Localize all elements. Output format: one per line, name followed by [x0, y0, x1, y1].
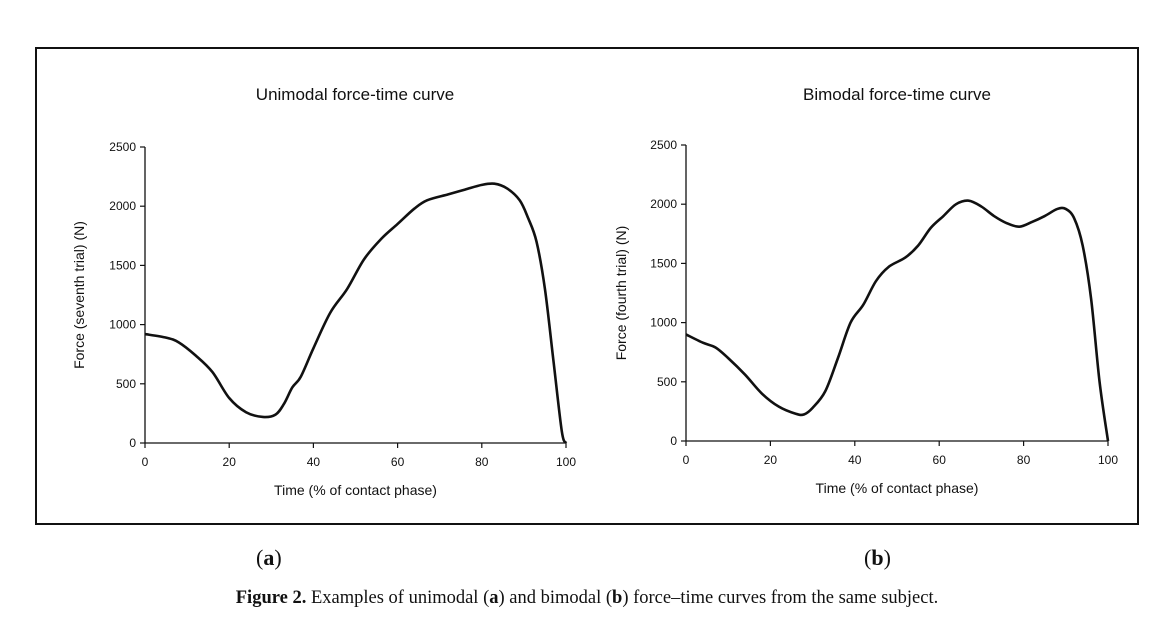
y-tick-label: 1000 [109, 318, 136, 332]
y-tick-label: 500 [116, 377, 136, 391]
y-tick-label: 1500 [109, 258, 136, 272]
chart-bimodal: Bimodal force-time curve0500100015002000… [613, 85, 1118, 496]
y-tick-label: 500 [657, 375, 677, 389]
x-tick-label: 100 [1098, 453, 1118, 467]
x-tick-label: 100 [556, 455, 576, 469]
figure-caption: Figure 2. Examples of unimodal (a) and b… [235, 588, 939, 608]
y-tick-label: 0 [129, 436, 136, 450]
panel-label-a: (a) [256, 545, 282, 570]
x-tick-label: 20 [223, 455, 237, 469]
x-axis-label: Time (% of contact phase) [274, 482, 437, 498]
x-tick-label: 40 [848, 453, 862, 467]
y-tick-label: 2000 [109, 199, 136, 213]
y-tick-label: 1000 [650, 316, 677, 330]
y-axis-label: Force (seventh trial) (N) [71, 221, 87, 369]
y-axis-label: Force (fourth trial) (N) [613, 226, 629, 361]
x-tick-label: 20 [764, 453, 778, 467]
y-tick-label: 2000 [650, 197, 677, 211]
x-tick-label: 0 [683, 453, 690, 467]
x-axis-label: Time (% of contact phase) [816, 480, 979, 496]
y-tick-label: 2500 [109, 140, 136, 154]
x-tick-label: 60 [391, 455, 405, 469]
chart-unimodal: Unimodal force-time curve050010001500200… [71, 85, 576, 498]
force-curve [144, 182, 568, 444]
figure-frame [35, 47, 1139, 525]
y-tick-label: 0 [670, 434, 677, 448]
force-curve [685, 199, 1110, 442]
x-tick-label: 40 [307, 455, 321, 469]
x-tick-label: 80 [1017, 453, 1031, 467]
chart-title: Bimodal force-time curve [803, 85, 991, 104]
panel-label-b: (b) [864, 545, 891, 570]
y-tick-label: 2500 [650, 138, 677, 152]
chart-title: Unimodal force-time curve [256, 85, 454, 104]
x-tick-label: 80 [475, 455, 489, 469]
x-tick-label: 60 [933, 453, 947, 467]
y-tick-label: 1500 [650, 256, 677, 270]
x-tick-label: 0 [142, 455, 149, 469]
